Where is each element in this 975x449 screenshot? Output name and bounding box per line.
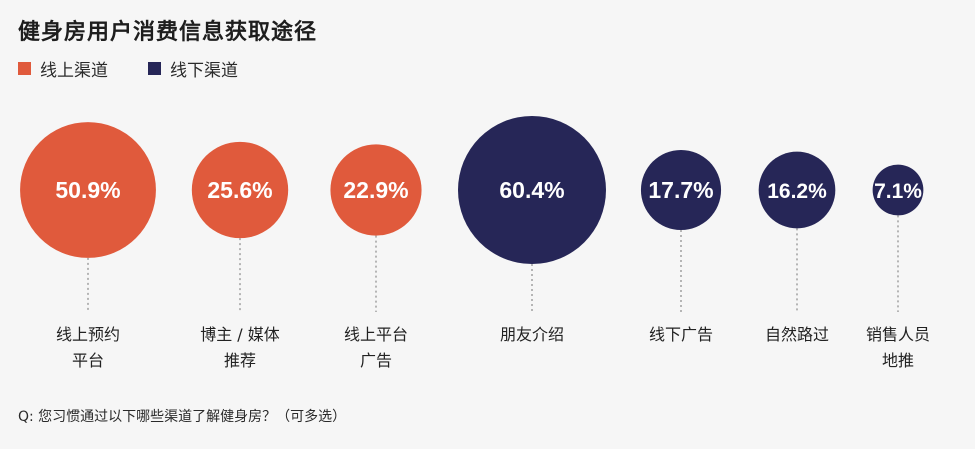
bubble-value-label: 60.4% bbox=[499, 177, 564, 203]
bubble-value-label: 22.9% bbox=[343, 177, 408, 203]
bubble-value-label: 7.1% bbox=[874, 180, 922, 203]
legend-swatch-offline bbox=[148, 62, 161, 75]
legend-item-online: 线上渠道 bbox=[18, 56, 108, 81]
category-label: 博主 / 媒体 bbox=[200, 325, 280, 344]
legend-swatch-online bbox=[18, 62, 31, 75]
bubble-value-label: 25.6% bbox=[207, 177, 272, 203]
category-label: 广告 bbox=[360, 351, 392, 370]
chart-title: 健身房用户消费信息获取途径 bbox=[18, 20, 318, 45]
bubble bbox=[758, 151, 836, 229]
category-label: 销售人员 bbox=[866, 325, 930, 344]
survey-question-note: Q: 您习惯通过以下哪些渠道了解健身房？（可多选） bbox=[18, 409, 347, 425]
bubble bbox=[330, 144, 422, 236]
legend-item-offline: 线下渠道 bbox=[148, 56, 238, 81]
category-label: 地推 bbox=[882, 351, 914, 370]
category-label: 朋友介绍 bbox=[500, 325, 564, 344]
bubble bbox=[20, 122, 156, 258]
bubble bbox=[640, 149, 722, 231]
bubble-value-label: 50.9% bbox=[55, 177, 120, 203]
legend: 线上渠道 线下渠道 bbox=[18, 56, 278, 81]
legend-label-offline: 线下渠道 bbox=[170, 61, 238, 81]
category-label: 推荐 bbox=[224, 351, 256, 370]
bubble-value-label: 17.7% bbox=[648, 177, 713, 203]
category-label: 线下广告 bbox=[649, 325, 713, 344]
bubble-group-3: 60.4% 朋友介绍 bbox=[458, 116, 606, 344]
bubble-group-5: 16.2% 自然路过 bbox=[758, 151, 836, 344]
bubble-value-label: 16.2% bbox=[767, 180, 827, 203]
bubble bbox=[458, 116, 606, 264]
category-label: 自然路过 bbox=[765, 325, 829, 344]
category-label: 线上平台 bbox=[344, 325, 408, 344]
category-label: 线上预约 bbox=[56, 325, 120, 344]
category-label: 平台 bbox=[72, 351, 104, 370]
bubble-group-4: 17.7% 线下广告 bbox=[640, 149, 722, 344]
bubble bbox=[191, 141, 289, 239]
legend-label-online: 线上渠道 bbox=[40, 61, 108, 81]
bubble bbox=[872, 164, 924, 216]
